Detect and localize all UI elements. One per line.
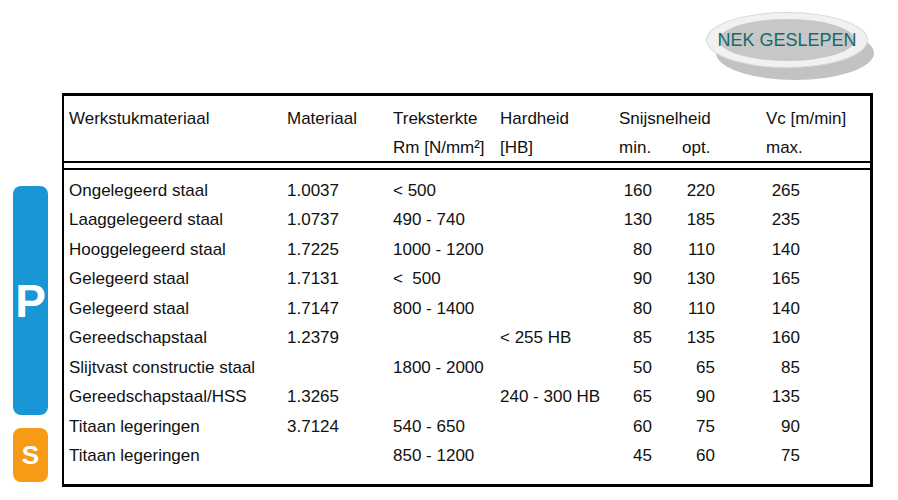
cell-tensile-strength: < 500 (393, 269, 500, 289)
cell-speed-max: 135 (715, 387, 800, 407)
nek-geslepen-stamp: NEK GESLEPEN (706, 10, 878, 84)
cell-material-no: 1.7225 (287, 240, 393, 260)
cell-hardness: 240 - 300 HB (500, 387, 619, 407)
cell-speed-opt: 65 (652, 358, 715, 378)
cell-workpiece-material: Gereedschapstaal/HSS (64, 387, 287, 407)
table-row: Laaggelegeerd staal1.0737490 - 740 130185… (64, 206, 870, 236)
table-header-row-1: Werkstukmateriaal Materiaal Treksterkte … (64, 104, 870, 133)
cell-workpiece-material: Titaan legeringen (64, 417, 287, 437)
cutting-speed-table: Werkstukmateriaal Materiaal Treksterkte … (62, 93, 873, 487)
header-hardness-unit: [HB] (500, 138, 619, 158)
header-tensile: Treksterkte (393, 109, 500, 129)
cell-workpiece-material: Ongelegeerd staal (64, 181, 287, 201)
cell-speed-min: 60 (619, 417, 652, 437)
cell-speed-min: 160 (619, 181, 652, 201)
tab-p-label: P (15, 274, 46, 328)
table-row: Gelegeerd staal1.7131< 500 90130165 (64, 265, 870, 295)
cell-workpiece-material: Gelegeerd staal (64, 269, 287, 289)
cell-workpiece-material: Laaggelegeerd staal (64, 210, 287, 230)
cell-material-no: 3.7124 (287, 417, 393, 437)
cell-speed-max: 90 (715, 417, 800, 437)
cell-speed-opt: 90 (652, 387, 715, 407)
table-row: Slijtvast constructie staal 1800 - 2000 50… (64, 353, 870, 383)
material-group-tab-p: P (13, 186, 48, 415)
cell-speed-opt: 110 (652, 240, 715, 260)
table-row: Titaan legeringen 850 - 1200 456075 (64, 442, 870, 472)
header-speed-min: min. (619, 138, 682, 158)
cell-speed-max: 265 (715, 181, 800, 201)
cell-tensile-strength: 490 - 740 (393, 210, 500, 230)
cell-hardness: < 255 HB (500, 328, 619, 348)
table-row: Hooggelegeerd staal1.72251000 - 1200 8011… (64, 235, 870, 265)
header-double-rule-gap (64, 163, 870, 170)
header-speed-max: max. (766, 138, 870, 158)
cell-material-no: 1.0737 (287, 210, 393, 230)
cell-speed-min: 80 (619, 240, 652, 260)
table-header: Werkstukmateriaal Materiaal Treksterkte … (64, 96, 870, 163)
cell-tensile-strength: 1000 - 1200 (393, 240, 500, 260)
material-group-tab-s: S (13, 428, 48, 482)
cell-speed-min: 65 (619, 387, 652, 407)
table-header-row-2: Rm [N/mm²] [HB] min. opt. max. (64, 133, 870, 162)
cell-speed-max: 140 (715, 240, 800, 260)
header-cutting-speed: Snijsnelheid (619, 109, 766, 129)
header-workpiece-material: Werkstukmateriaal (64, 109, 287, 129)
header-speed-opt: opt. (682, 138, 766, 158)
cell-workpiece-material: Hooggelegeerd staal (64, 240, 287, 260)
cell-speed-opt: 220 (652, 181, 715, 201)
cell-speed-min: 90 (619, 269, 652, 289)
cell-material-no: 1.3265 (287, 387, 393, 407)
cell-speed-min: 50 (619, 358, 652, 378)
table-row: Gereedschapstaal/HSS1.3265 240 - 300 HB65… (64, 383, 870, 413)
cell-material-no: 1.2379 (287, 328, 393, 348)
table-body: Ongelegeerd staal1.0037< 500160220265Laa… (64, 170, 870, 471)
cell-tensile-strength: < 500 (393, 181, 500, 201)
cell-speed-max: 160 (715, 328, 800, 348)
table-row: Ongelegeerd staal1.0037< 500 160220265 (64, 176, 870, 206)
header-vc: Vc [m/min] (766, 109, 870, 129)
cell-workpiece-material: Titaan legeringen (64, 446, 287, 466)
cell-tensile-strength: 800 - 1400 (393, 299, 500, 319)
table-row: Gereedschapstaal1.2379 < 255 HB85135160 (64, 324, 870, 354)
cell-speed-max: 140 (715, 299, 800, 319)
cell-speed-opt: 75 (652, 417, 715, 437)
cell-speed-max: 75 (715, 446, 800, 466)
cell-material-no: 1.7131 (287, 269, 393, 289)
cell-speed-opt: 135 (652, 328, 715, 348)
cell-speed-max: 165 (715, 269, 800, 289)
cell-material-no: 1.0037 (287, 181, 393, 201)
cell-speed-min: 85 (619, 328, 652, 348)
stamp-label: NEK GESLEPEN (706, 12, 868, 68)
cell-workpiece-material: Slijtvast constructie staal (64, 358, 287, 378)
cell-speed-min: 45 (619, 446, 652, 466)
cell-speed-opt: 60 (652, 446, 715, 466)
cell-speed-opt: 185 (652, 210, 715, 230)
table-row: Titaan legeringen3.7124540 - 650 607590 (64, 412, 870, 442)
cell-speed-max: 235 (715, 210, 800, 230)
cell-workpiece-material: Gereedschapstaal (64, 328, 287, 348)
cell-workpiece-material: Gelegeerd staal (64, 299, 287, 319)
cell-tensile-strength: 850 - 1200 (393, 446, 500, 466)
table-row: Gelegeerd staal1.7147800 - 1400 80110140 (64, 294, 870, 324)
cell-material-no: 1.7147 (287, 299, 393, 319)
cell-speed-max: 85 (715, 358, 800, 378)
cell-tensile-strength: 1800 - 2000 (393, 358, 500, 378)
cell-speed-opt: 110 (652, 299, 715, 319)
cell-tensile-strength: 540 - 650 (393, 417, 500, 437)
header-hardness: Hardheid (500, 109, 619, 129)
cell-speed-opt: 130 (652, 269, 715, 289)
cell-speed-min: 80 (619, 299, 652, 319)
header-material: Materiaal (287, 109, 393, 129)
tab-s-label: S (22, 440, 39, 471)
cell-speed-min: 130 (619, 210, 652, 230)
header-tensile-unit: Rm [N/mm²] (393, 138, 500, 158)
